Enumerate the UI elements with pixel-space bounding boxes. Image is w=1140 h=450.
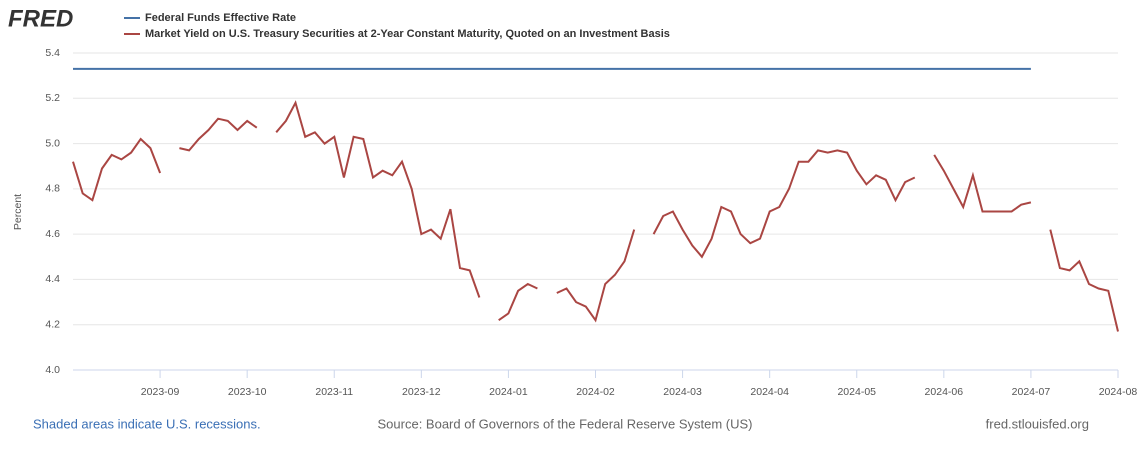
x-tick-label: 2023-12 <box>402 386 441 398</box>
y-tick-label: 4.2 <box>45 318 60 330</box>
x-tick-label: 2024-08 <box>1099 386 1138 398</box>
x-tick-label: 2024-07 <box>1012 386 1051 398</box>
x-tick-label: 2024-05 <box>837 386 876 398</box>
legend-label: Market Yield on U.S. Treasury Securities… <box>145 28 670 40</box>
footer-note: Shaded areas indicate U.S. recessions. <box>33 416 261 431</box>
y-tick-label: 5.4 <box>45 47 60 59</box>
x-tick-label: 2024-02 <box>576 386 615 398</box>
footer-url: fred.stlouisfed.org <box>986 416 1089 431</box>
y-tick-label: 4.8 <box>45 183 60 195</box>
x-tick-label: 2024-03 <box>663 386 702 398</box>
y-tick-label: 5.0 <box>45 137 60 149</box>
x-tick-label: 2024-06 <box>925 386 964 398</box>
series-line <box>72 100 1119 332</box>
x-tick-label: 2024-04 <box>750 386 789 398</box>
x-tick-label: 2024-01 <box>489 386 528 398</box>
y-tick-label: 4.0 <box>45 364 60 376</box>
footer-source: Source: Board of Governors of the Federa… <box>378 416 753 431</box>
logo: FRED <box>8 5 73 32</box>
x-tick-label: 2023-11 <box>315 386 353 398</box>
x-tick-label: 2023-10 <box>228 386 267 398</box>
y-tick-label: 5.2 <box>45 92 60 104</box>
y-axis-label: Percent <box>12 194 24 230</box>
legend-label: Federal Funds Effective Rate <box>145 12 296 24</box>
x-tick-label: 2023-09 <box>141 386 180 398</box>
y-tick-label: 4.4 <box>45 273 60 285</box>
y-tick-label: 4.6 <box>45 228 60 240</box>
